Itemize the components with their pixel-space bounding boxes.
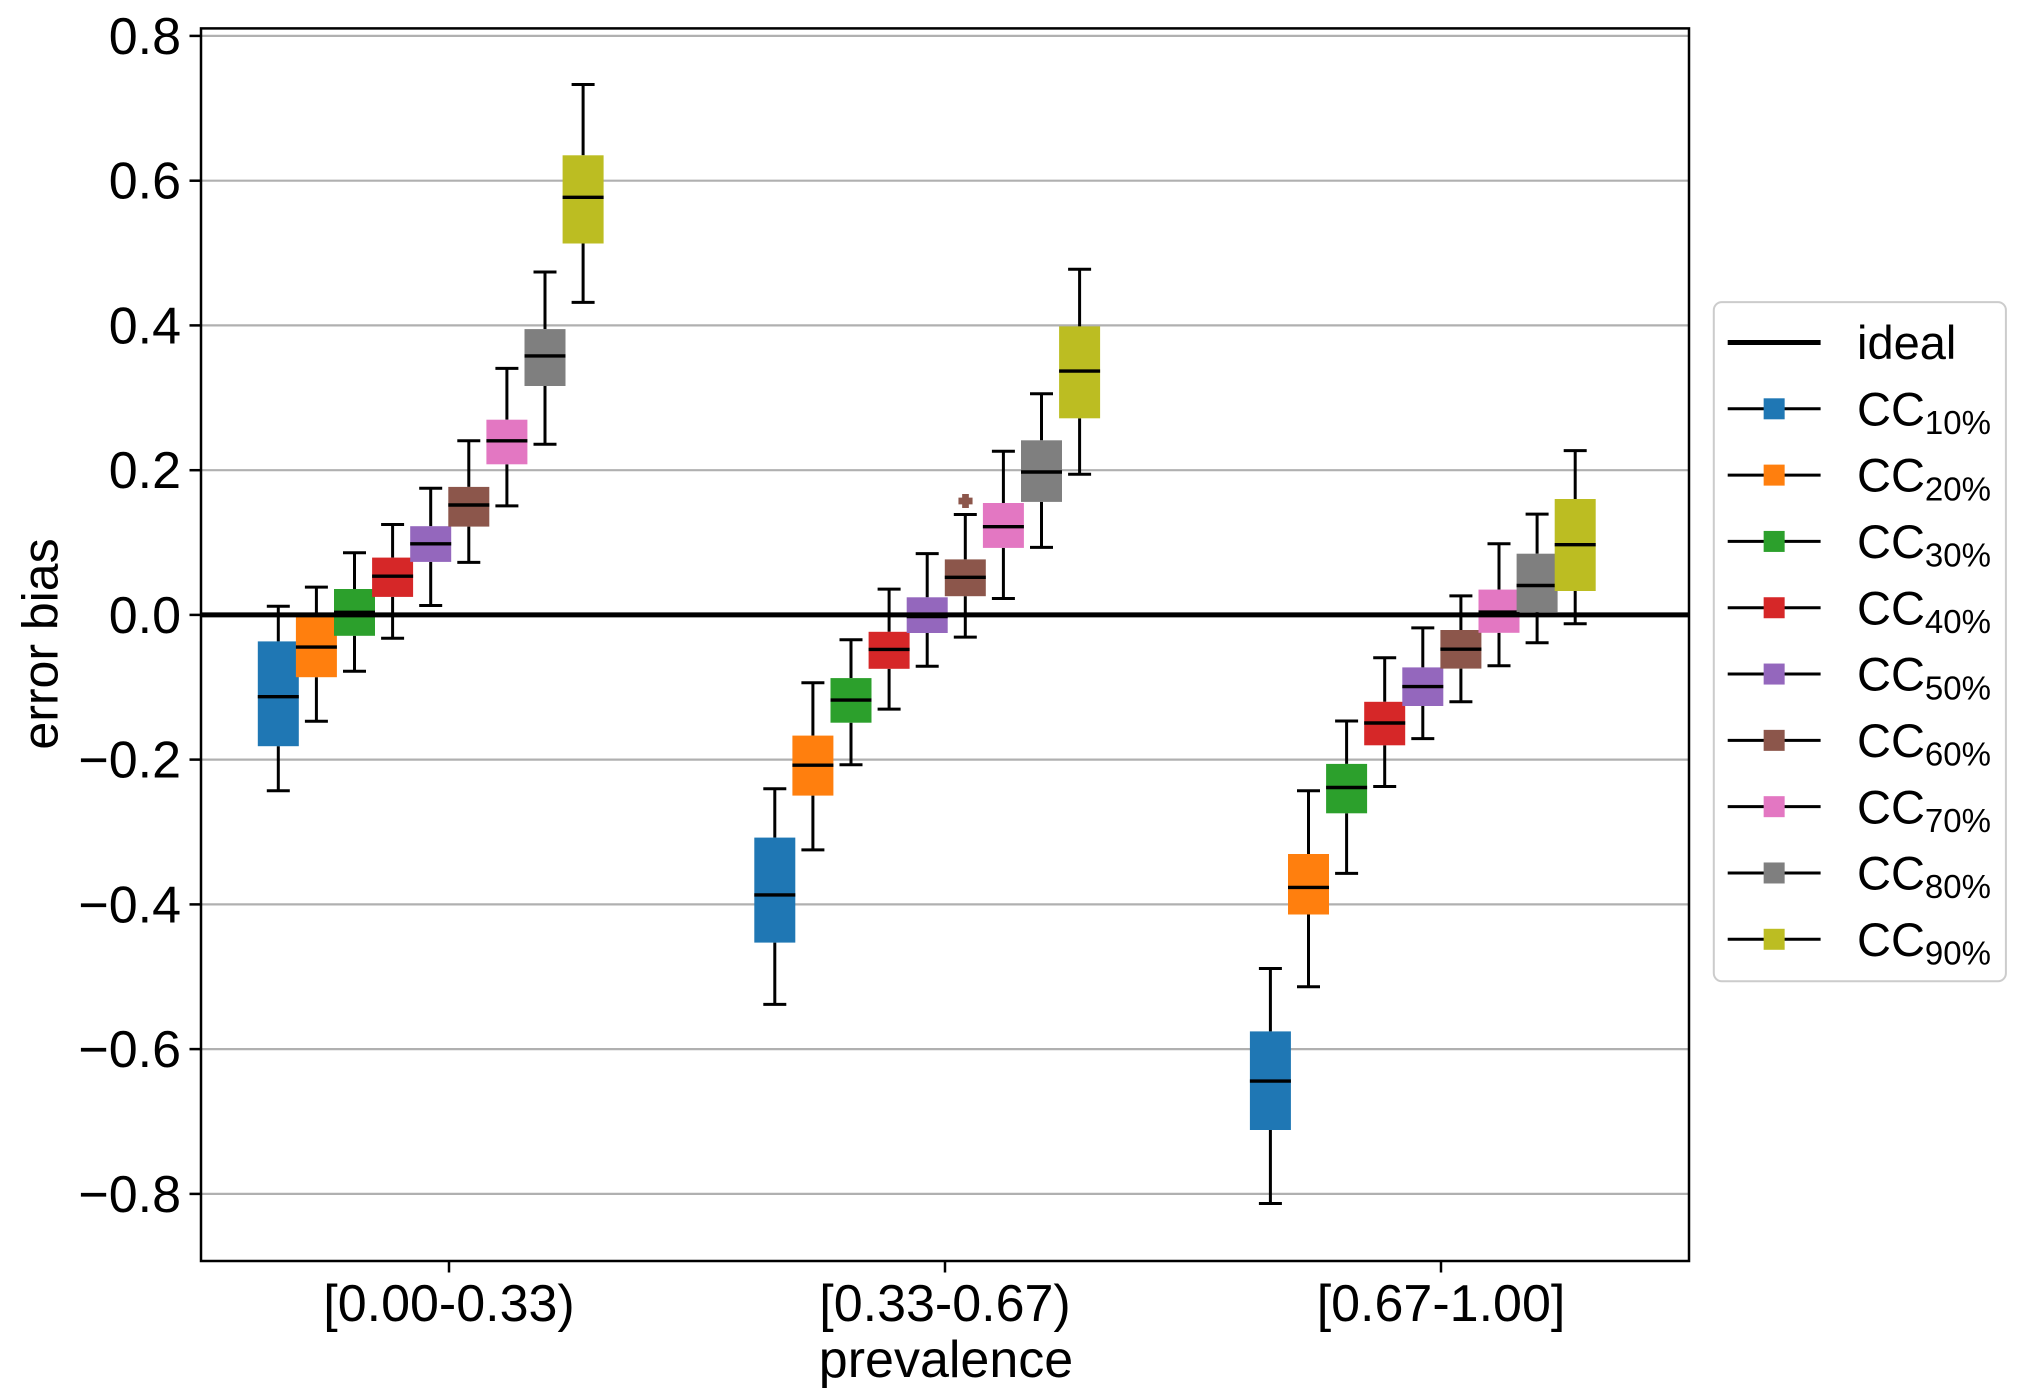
svg-text:prevalence: prevalence (819, 1331, 1073, 1389)
svg-text:error bias: error bias (13, 538, 69, 749)
svg-text:0.0: 0.0 (109, 587, 181, 645)
svg-text:−0.2: −0.2 (78, 732, 181, 790)
svg-text:0.6: 0.6 (109, 153, 181, 211)
svg-text:−0.6: −0.6 (78, 1021, 181, 1079)
svg-text:[0.00-0.33): [0.00-0.33) (323, 1275, 575, 1333)
svg-text:ideal: ideal (1857, 316, 1956, 369)
svg-text:CC20%: CC20% (1857, 449, 1991, 508)
svg-text:0.2: 0.2 (109, 442, 181, 500)
svg-text:CC40%: CC40% (1857, 581, 1991, 640)
svg-text:CC30%: CC30% (1857, 515, 1991, 574)
svg-text:0.4: 0.4 (109, 297, 181, 355)
svg-text:−0.4: −0.4 (78, 876, 181, 934)
svg-text:0.8: 0.8 (109, 8, 181, 66)
svg-text:[0.33-0.67): [0.33-0.67) (819, 1275, 1071, 1333)
svg-text:[0.67-1.00]: [0.67-1.00] (1317, 1275, 1566, 1333)
svg-text:−0.8: −0.8 (78, 1166, 181, 1224)
